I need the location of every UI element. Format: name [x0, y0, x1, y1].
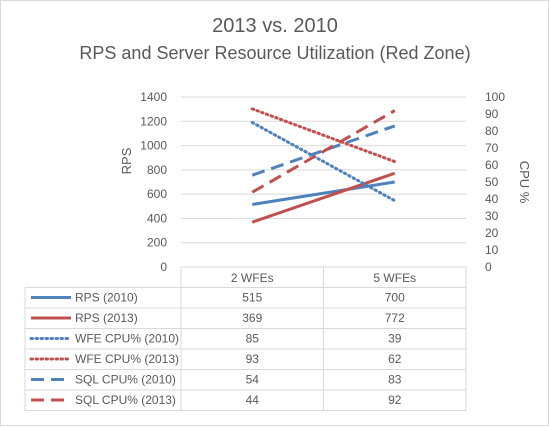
- table-value: 54: [246, 373, 260, 387]
- series-name: WFE CPU% (2013): [75, 352, 179, 366]
- y2-tick-label: 50: [485, 175, 499, 189]
- y-axis-ticks: 0 200 400 600 800 1000 1200 1400: [140, 90, 167, 274]
- series-line: [250, 121, 397, 203]
- table-value: 85: [246, 332, 260, 346]
- y-tick-label: 800: [147, 163, 167, 177]
- series-name: SQL CPU% (2010): [75, 373, 176, 387]
- chart-subtitle: RPS and Server Resource Utilization (Red…: [79, 43, 470, 63]
- series-name: SQL CPU% (2013): [75, 393, 176, 407]
- table-value: 62: [388, 352, 402, 366]
- data-table: 2 WFEs 5 WFEs RPS (2010) 515 700 RPS (2013) 36…: [24, 266, 467, 411]
- y2-tick-label: 90: [485, 107, 499, 121]
- table-value: 515: [242, 291, 262, 305]
- table-value: 39: [388, 332, 402, 346]
- chart-title: 2013 vs. 2010: [212, 15, 338, 37]
- table-value: 92: [388, 393, 402, 407]
- y2-tick-label: 100: [485, 90, 505, 104]
- y2-tick-label: 70: [485, 141, 499, 155]
- series-line: [251, 171, 396, 224]
- y-tick-label: 0: [160, 260, 167, 274]
- y2-tick-label: 40: [485, 192, 499, 206]
- y2-tick-label: 30: [485, 209, 499, 223]
- table-value: 44: [246, 393, 260, 407]
- y2-axis-ticks: 0 10 20 30 40 50 60 70 80 90 100: [485, 90, 505, 274]
- y-tick-label: 400: [147, 211, 167, 225]
- y-tick-label: 1400: [140, 90, 167, 104]
- table-value: 369: [242, 311, 262, 325]
- series-name: RPS (2013): [75, 311, 138, 325]
- y2-tick-label: 0: [485, 260, 492, 274]
- y2-tick-label: 20: [485, 226, 499, 240]
- y-tick-label: 1200: [140, 114, 167, 128]
- y2-tick-label: 10: [485, 243, 499, 257]
- series-line: [251, 124, 396, 177]
- series-name: RPS (2010): [75, 291, 138, 305]
- y2-axis-label: CPU %: [517, 161, 532, 204]
- table-value: 772: [385, 311, 405, 325]
- table-value: 93: [246, 352, 260, 366]
- table-value: 83: [388, 373, 402, 387]
- category-label: 5 WFEs: [373, 271, 416, 285]
- series-lines: [250, 107, 397, 224]
- gridlines: [181, 96, 466, 244]
- y2-tick-label: 80: [485, 124, 499, 138]
- series-line: [252, 180, 395, 206]
- series-line: [251, 109, 396, 194]
- y-axis-label: RPS: [119, 147, 134, 174]
- y-tick-label: 600: [147, 187, 167, 201]
- y-tick-label: 1000: [140, 139, 167, 153]
- series-line: [250, 107, 397, 164]
- y2-tick-label: 60: [485, 158, 499, 172]
- table-value: 700: [385, 291, 405, 305]
- y-tick-label: 200: [147, 236, 167, 250]
- series-name: WFE CPU% (2010): [75, 332, 179, 346]
- category-label: 2 WFEs: [231, 271, 274, 285]
